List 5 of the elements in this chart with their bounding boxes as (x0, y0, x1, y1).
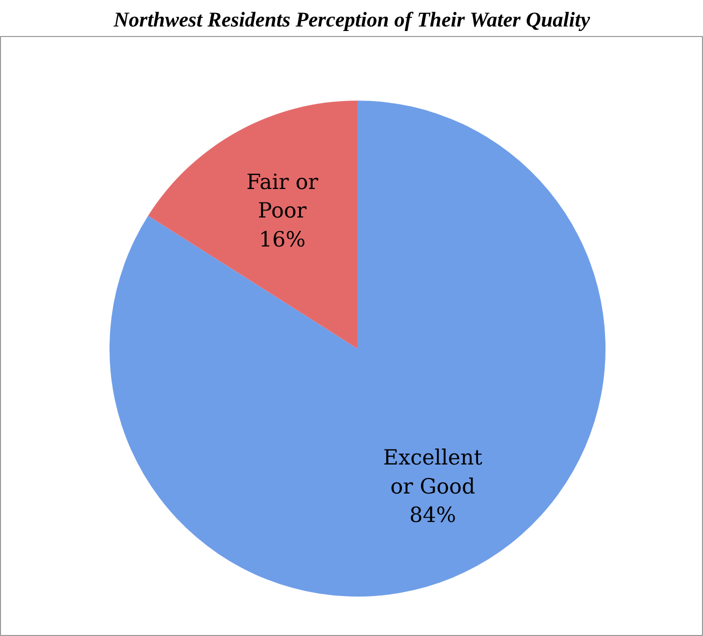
data-label: 16% (258, 228, 306, 252)
chart-title: Northwest Residents Perception of Their Water Quality (112, 8, 591, 32)
slice-label: Excellent or Good (383, 446, 483, 498)
data-label: 84% (409, 503, 456, 528)
slice-label: Fair or Poor (246, 170, 320, 223)
